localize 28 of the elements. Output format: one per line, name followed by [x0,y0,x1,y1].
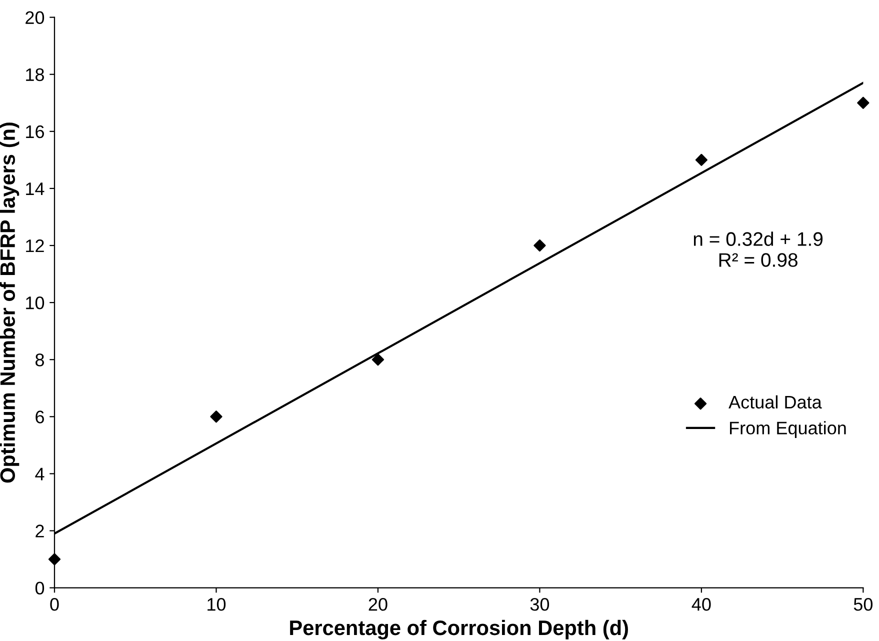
y-tick-label: 20 [26,11,44,24]
x-tick-label: 20 [368,598,388,611]
y-tick-label: 2 [36,524,44,538]
point [857,96,870,109]
x-tick-label: 10 [208,598,226,611]
x-axis-title: Percentage of Corrosion Depth (d) [290,620,628,640]
x-tick-label: 40 [692,598,711,611]
y-tick-label: 14 [26,182,44,195]
y-tick-label: 6 [36,410,44,424]
point [210,410,222,423]
y-axis-title: Optimum Number of BFRP layers (n) [0,122,20,483]
y-tick-label: 18 [26,68,44,82]
point [534,239,546,252]
y-tick-label: 0 [35,582,44,595]
point [48,553,61,566]
y-tick-label: 4 [35,468,44,480]
legend-label: Actual Data [728,395,822,409]
x-tick-label: 30 [530,598,550,611]
x-tick-label: 0 [50,598,59,611]
point [372,354,384,366]
legend-label: From Equation [730,421,846,438]
y-tick-label: 8 [36,354,44,366]
point [695,154,708,166]
x-tick-label: 50 [854,598,873,611]
y-tick-label: 12 [26,239,44,252]
y-tick-label: 10 [26,296,44,310]
y-tick-label: 16 [26,125,44,138]
annotation: n = 0.32d + 1.9 R² = 0.98 [694,232,823,267]
